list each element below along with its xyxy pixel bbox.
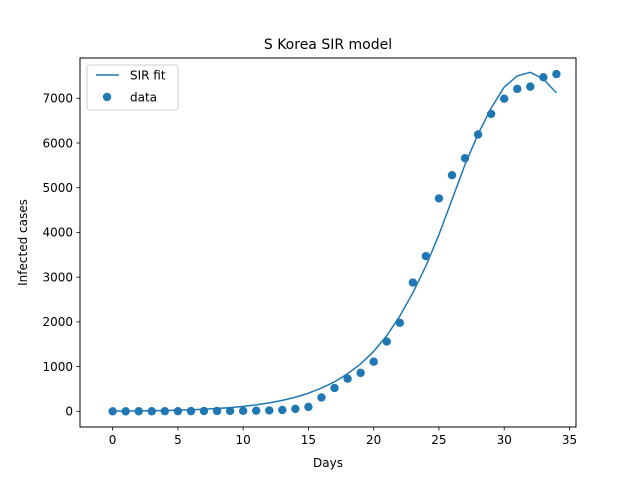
y-tick-label: 7000: [42, 92, 73, 106]
y-tick-label: 2000: [42, 315, 73, 329]
data-point: [460, 153, 470, 163]
data-point: [473, 130, 483, 139]
data-point: [317, 393, 326, 402]
data-point: [238, 406, 248, 416]
data-point: [173, 406, 183, 416]
data-point: [278, 405, 287, 415]
x-tick-label: 25: [431, 433, 446, 447]
data-point: [108, 407, 117, 416]
legend: SIR fit data: [86, 64, 179, 111]
data-point: [500, 94, 509, 103]
data-point: [147, 407, 156, 416]
axes-frame: [79, 57, 577, 428]
data-point: [160, 407, 170, 416]
data-point: [199, 406, 209, 416]
x-tick-label: 20: [366, 433, 381, 447]
data-point: [382, 337, 391, 346]
y-tick-label: 1000: [42, 360, 73, 374]
legend-entry-label: SIR fit: [130, 68, 166, 82]
data-point: [421, 251, 431, 261]
data-point: [225, 406, 235, 416]
x-axis-label: Days: [313, 456, 343, 470]
y-tick-label: 6000: [42, 136, 73, 150]
data-point: [539, 73, 548, 82]
data-point: [291, 404, 300, 414]
y-tick-label: 4000: [42, 226, 73, 240]
x-tick-label: 10: [236, 433, 251, 447]
data-point: [121, 407, 130, 416]
data-point: [434, 194, 444, 203]
data-point: [212, 406, 222, 416]
legend-swatch-marker: [102, 92, 112, 102]
data-point: [513, 84, 522, 94]
data-point: [408, 278, 418, 287]
y-axis-label: Infected cases: [16, 199, 30, 286]
data-point: [186, 406, 196, 416]
axes: 0 5 10 15 20 25 30 35 0 1000 2000 3000 4000 5000 6000 7…: [42, 57, 577, 447]
data-point: [252, 406, 261, 415]
data-point: [369, 357, 378, 366]
legend-entry-label: data: [130, 90, 157, 104]
x-tick-label: 0: [109, 433, 117, 447]
data-point: [343, 374, 352, 383]
x-tick-label: 35: [562, 433, 577, 447]
data-point: [134, 407, 143, 416]
data-point: [395, 318, 404, 327]
y-tick-label: 3000: [42, 270, 73, 284]
data-point: [356, 368, 365, 378]
data-point: [330, 383, 339, 393]
data-point: [265, 406, 274, 415]
x-tick-label: 30: [497, 433, 512, 447]
chart-title: S Korea SIR model: [264, 37, 392, 53]
data-point: [552, 69, 561, 79]
data-point: [447, 170, 457, 180]
y-tick-label: 5000: [42, 181, 73, 195]
x-tick-label: 15: [301, 433, 316, 447]
plot-area: [108, 69, 561, 416]
data-point: [486, 109, 496, 119]
series-line-sir-fit: [112, 71, 557, 412]
data-point: [304, 402, 313, 412]
x-tick-label: 5: [174, 433, 182, 447]
y-tick-label: 0: [65, 405, 73, 419]
data-point: [526, 82, 535, 91]
